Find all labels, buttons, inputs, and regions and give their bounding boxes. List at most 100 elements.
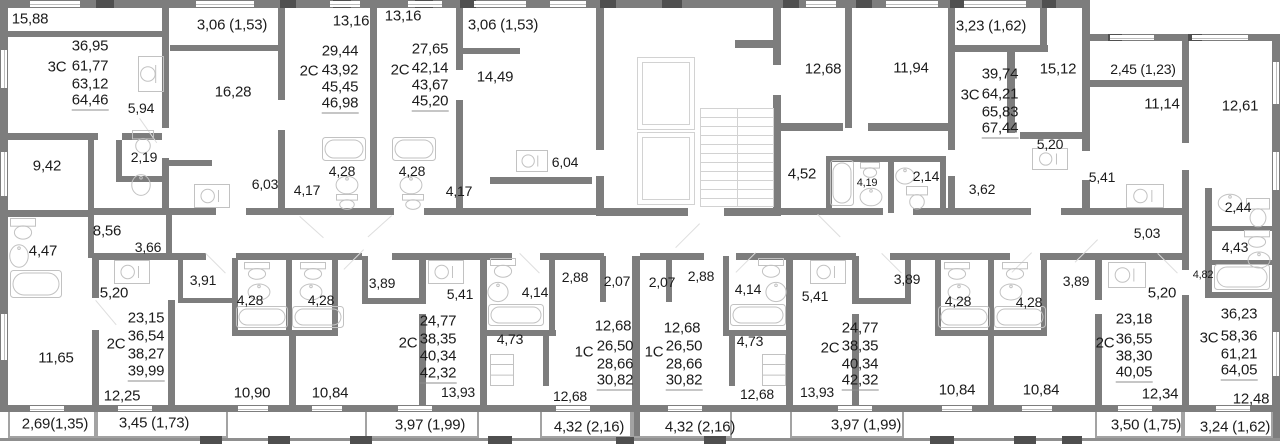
sink-icon: [859, 187, 883, 207]
area-label: 9,42: [32, 157, 62, 175]
balcony-outline: [632, 412, 732, 438]
area-label: 36,23: [1220, 305, 1258, 323]
window-line: [668, 408, 702, 410]
window-line: [1276, 332, 1277, 376]
area-label: 2,69(1,35): [21, 415, 89, 433]
area-label: 39,74: [981, 65, 1019, 83]
wall: [8, 133, 98, 140]
elevator-cabin: [642, 137, 690, 200]
area-label: 4,52: [787, 165, 817, 183]
wall: [456, 8, 463, 70]
wall: [278, 8, 285, 100]
area-label: 3,89: [1062, 273, 1090, 289]
area-label: 11,94: [893, 59, 929, 77]
wall: [1041, 258, 1047, 336]
area-label: 43,67: [411, 76, 449, 94]
wall: [480, 256, 487, 408]
wall: [162, 158, 169, 214]
balcony-outline: [540, 412, 632, 438]
window-line: [838, 408, 872, 410]
wall: [1082, 41, 1090, 151]
tub-icon: [392, 137, 436, 161]
area-label: 10,84: [1022, 381, 1060, 399]
ksink-icon: [114, 260, 150, 284]
wall: [948, 46, 955, 150]
area-label: 16,28: [214, 83, 252, 101]
wall: [666, 256, 672, 302]
wall-tick: [600, 0, 616, 8]
area-label: 58,36: [1220, 327, 1258, 345]
window-line: [1276, 152, 1277, 190]
wall: [781, 123, 843, 131]
area-label: 4,19: [856, 177, 878, 189]
area-label: 43,92: [321, 61, 359, 79]
area-label: 67,44: [981, 119, 1019, 139]
window-line: [942, 408, 972, 410]
wall: [332, 258, 338, 336]
area-label: 3С: [1199, 329, 1219, 347]
sink-icon: [131, 174, 151, 196]
area-label: 4,28: [236, 292, 264, 308]
wall: [462, 48, 520, 54]
area-label: 12,68: [594, 317, 632, 335]
area-label: 10,90: [233, 384, 271, 402]
wall: [1040, 8, 1047, 52]
wall: [1061, 208, 1182, 215]
wall: [1082, 0, 1090, 41]
wall: [543, 336, 549, 386]
sink-icon: [9, 244, 29, 268]
wall: [913, 208, 1031, 215]
wall: [1205, 292, 1272, 298]
support-stub: [930, 436, 954, 444]
wall: [988, 336, 994, 408]
toilet-icon: [244, 262, 270, 280]
area-label: 40,34: [419, 347, 457, 365]
wall: [88, 208, 94, 258]
wall: [735, 40, 781, 48]
area-label: 3С: [47, 58, 67, 76]
ksink-icon: [1032, 148, 1068, 170]
area-label: 4,28: [1015, 294, 1043, 310]
wall: [8, 405, 1280, 412]
area-label: 4,28: [398, 163, 426, 179]
wall: [640, 253, 704, 260]
sink-icon: [487, 281, 509, 303]
area-label: 38,35: [419, 330, 457, 348]
area-label: 1С: [644, 343, 664, 361]
area-label: 42,14: [411, 59, 449, 77]
wall: [170, 45, 278, 51]
toilet-icon: [132, 130, 154, 154]
area-label: 4,28: [328, 163, 356, 179]
wall: [1085, 34, 1280, 41]
window-line: [408, 4, 442, 5]
wall: [905, 256, 911, 302]
door-swing-line: [519, 253, 540, 274]
wall: [1095, 256, 1102, 300]
area-label: 2,07: [603, 273, 631, 289]
area-label: 3,97 (1,99): [394, 416, 466, 434]
area-label: 3,06 (1,53): [467, 16, 539, 34]
wall: [1007, 46, 1015, 133]
door-swing-line: [205, 253, 226, 274]
area-label: 3,66: [134, 239, 162, 255]
wall: [1182, 213, 1189, 270]
wall: [8, 31, 162, 37]
window-line: [30, 4, 80, 5]
wall: [852, 298, 911, 304]
stair-divider: [737, 108, 738, 207]
area-label: 3,89: [893, 271, 921, 287]
area-label: 5,20: [1036, 136, 1064, 152]
area-label: 2,07: [648, 274, 676, 290]
window-line: [886, 4, 938, 5]
tub-icon: [488, 304, 544, 326]
area-label: 23,15: [127, 309, 165, 327]
wall: [596, 8, 604, 150]
wall: [723, 330, 792, 336]
wall-tick: [96, 0, 114, 8]
area-label: 4,14: [734, 281, 762, 297]
area-label: 64,21: [981, 85, 1019, 103]
area-label: 12,68: [804, 60, 842, 78]
wall: [988, 258, 994, 336]
wall: [116, 140, 122, 180]
toilet-icon: [906, 186, 928, 210]
